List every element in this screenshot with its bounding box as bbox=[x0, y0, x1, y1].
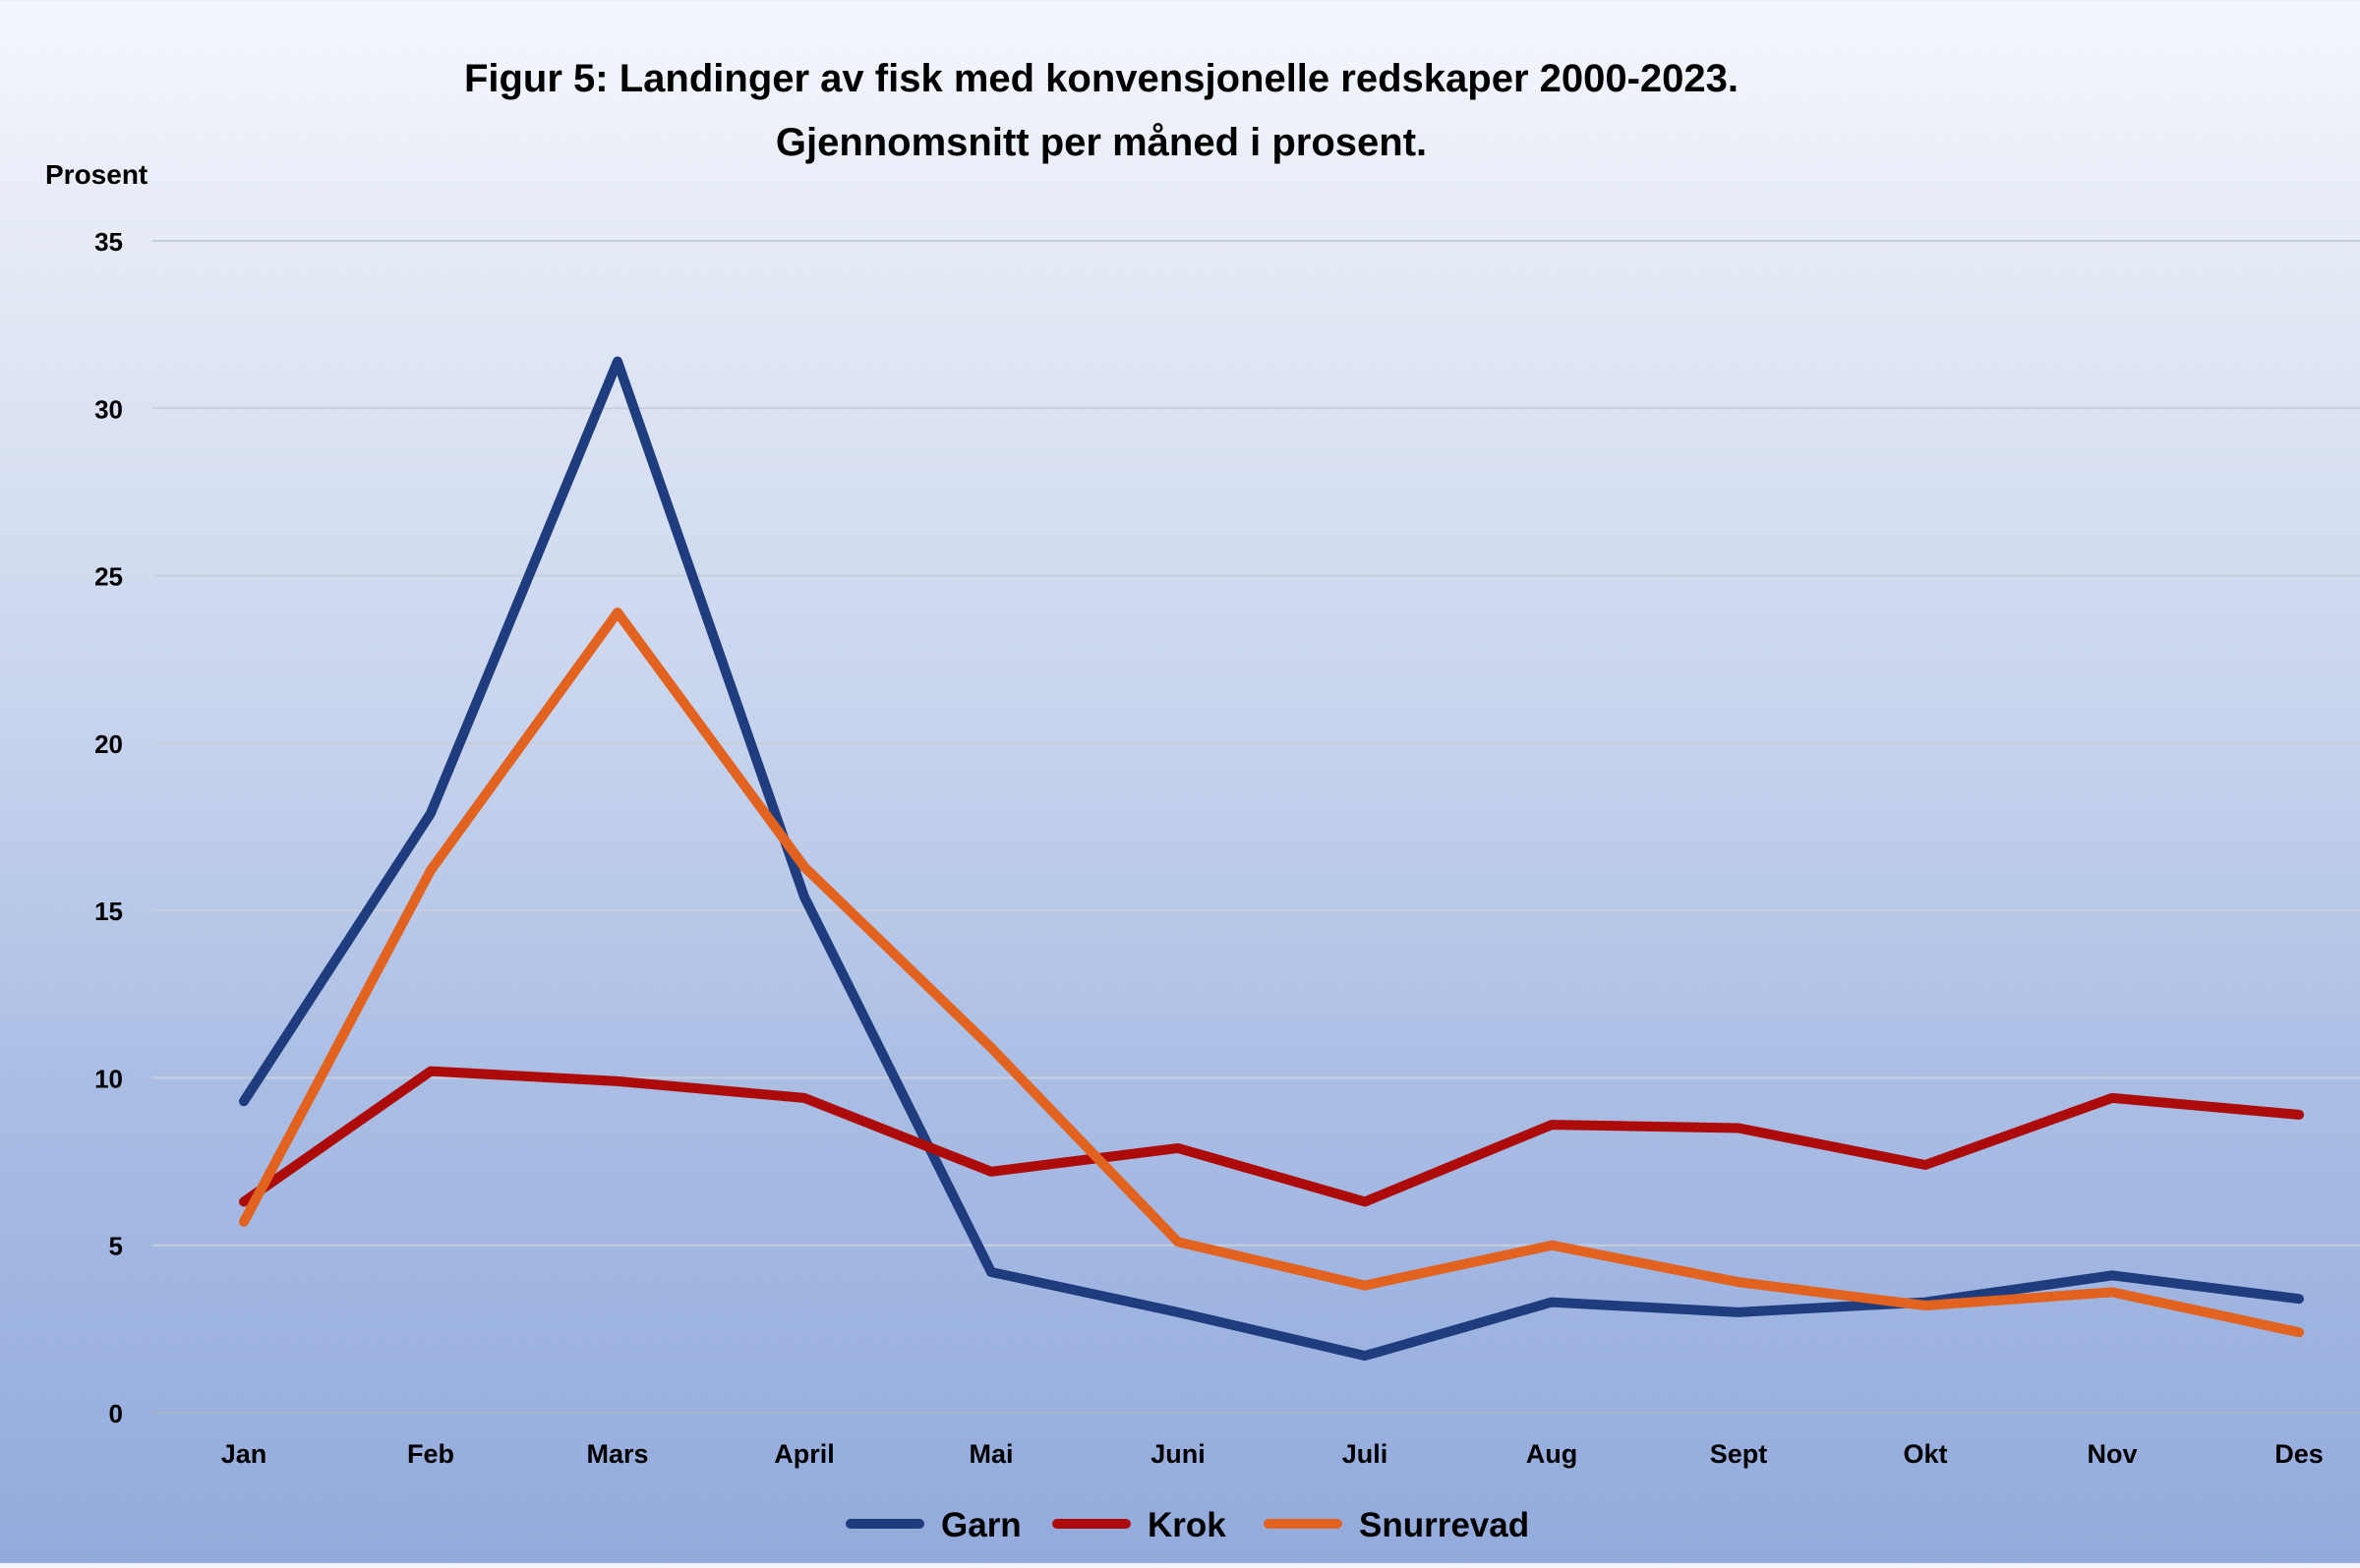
x-tick-label: Nov bbox=[2087, 1439, 2137, 1469]
legend: Garn Krok Snurrevad bbox=[846, 1506, 1529, 1544]
y-tick-label: 5 bbox=[109, 1232, 123, 1261]
y-tick-label: 35 bbox=[94, 227, 123, 257]
legend-label-garn: Garn bbox=[941, 1506, 1022, 1544]
x-tick-label: Juli bbox=[1342, 1439, 1388, 1469]
y-tick-label: 10 bbox=[94, 1064, 123, 1093]
x-tick-label: Feb bbox=[407, 1439, 454, 1469]
x-tick-label: Juni bbox=[1150, 1439, 1206, 1469]
legend-label-krok: Krok bbox=[1148, 1506, 1226, 1544]
x-tick-label: Des bbox=[2274, 1439, 2324, 1469]
x-tick-label: April bbox=[774, 1439, 835, 1469]
gridlines bbox=[152, 240, 2360, 1414]
x-tick-label: Sept bbox=[1710, 1439, 1768, 1469]
series-line-garn bbox=[239, 356, 2304, 1362]
y-axis-label: Prosent bbox=[45, 159, 148, 190]
legend-label-snurrevad: Snurrevad bbox=[1359, 1506, 1529, 1544]
x-tick-label: Mai bbox=[969, 1439, 1013, 1469]
series-lines bbox=[239, 356, 2304, 1362]
chart-title: Figur 5: Landinger av fisk med konvensjo… bbox=[464, 57, 1739, 100]
x-axis-ticks: Jan Feb Mars April Mai Juni Juli Aug Sept Okt Nov D… bbox=[221, 1439, 2324, 1469]
y-tick-label: 0 bbox=[109, 1399, 123, 1428]
chart-subtitle: Gjennomsnitt per måned i prosent. bbox=[776, 121, 1427, 164]
y-tick-label: 15 bbox=[94, 897, 123, 926]
y-tick-label: 20 bbox=[94, 729, 123, 759]
series-line-snurrevad bbox=[239, 608, 2304, 1338]
x-tick-label: Mars bbox=[586, 1439, 648, 1469]
series-line-krok bbox=[239, 1066, 2304, 1207]
x-tick-label: Jan bbox=[221, 1439, 267, 1469]
y-tick-label: 25 bbox=[94, 562, 123, 592]
x-tick-label: Okt bbox=[1903, 1439, 1947, 1469]
x-tick-label: Aug bbox=[1526, 1439, 1577, 1469]
y-tick-label: 30 bbox=[94, 394, 123, 424]
y-axis-ticks: 0 5 10 15 20 25 30 35 bbox=[94, 227, 123, 1428]
